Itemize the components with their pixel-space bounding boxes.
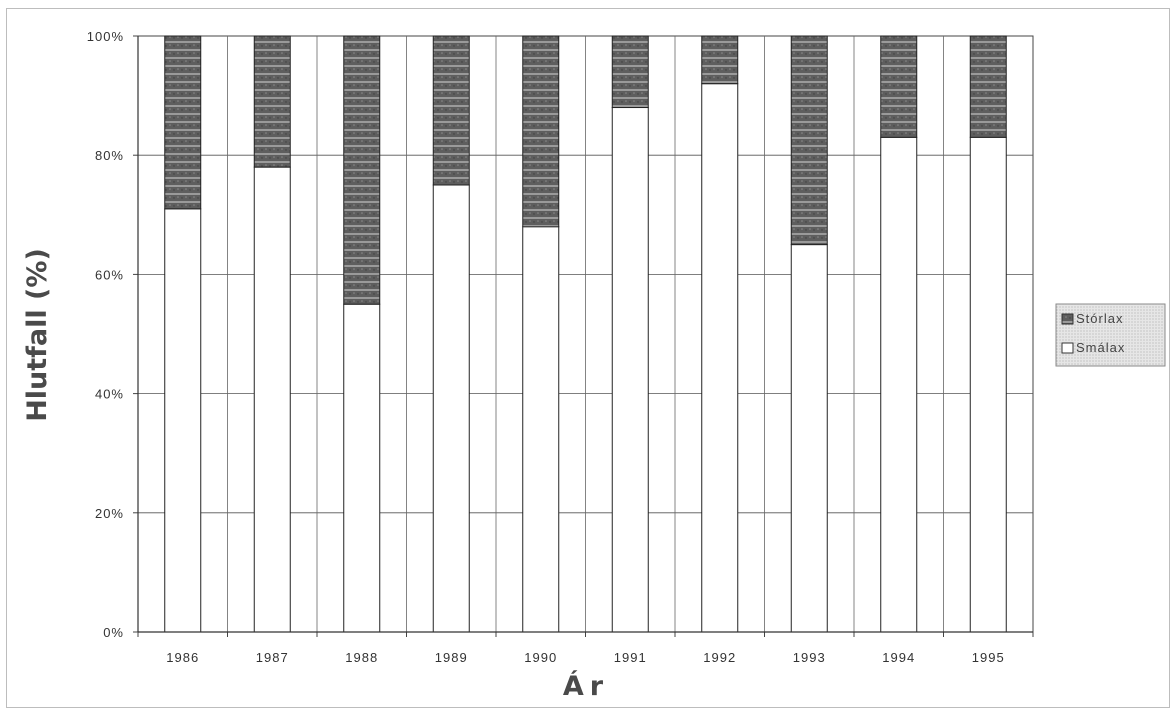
x-tick-label: 1993 xyxy=(793,650,826,665)
y-axis-title: Hlutfall (%) xyxy=(22,248,53,422)
bar-storlax-1990 xyxy=(522,35,560,228)
bar-smalax-1993 xyxy=(790,244,828,633)
bar-storlax-1986 xyxy=(164,35,202,210)
chart-frame xyxy=(6,8,1170,708)
legend-swatch-smalax xyxy=(1061,342,1074,354)
bar-storlax-1992 xyxy=(701,35,739,85)
bar-smalax-1988 xyxy=(343,303,381,633)
bar-storlax-1994 xyxy=(880,35,918,138)
tick-labels: 0% 20% 40% 60% 80% 100% 1986 1987 1988 1989 1990 19… xyxy=(87,29,1005,665)
legend-box xyxy=(1055,303,1166,367)
bar-smalax-1991 xyxy=(611,107,649,633)
legend-label-storlax: Stórlax xyxy=(1076,311,1123,326)
x-tick-label: 1989 xyxy=(435,650,468,665)
y-tick-label: 20% xyxy=(95,506,124,521)
y-tick-label: 80% xyxy=(95,148,124,163)
bar-storlax-1988 xyxy=(343,35,381,305)
x-axis-title: Ár xyxy=(563,670,609,702)
y-tick-label: 0% xyxy=(103,625,124,640)
legend-swatch-storlax xyxy=(1061,313,1074,325)
bar-smalax-1995 xyxy=(969,136,1007,633)
x-tick-label: 1988 xyxy=(345,650,378,665)
x-tick-label: 1990 xyxy=(524,650,557,665)
bar-storlax-1991 xyxy=(611,35,649,109)
bar-storlax-1995 xyxy=(969,35,1007,138)
axes xyxy=(133,35,1034,637)
y-tick-label: 100% xyxy=(87,29,124,44)
bar-smalax-1990 xyxy=(522,226,560,633)
bar-smalax-1986 xyxy=(164,208,202,633)
bar-storlax-1989 xyxy=(432,35,470,186)
y-tick-label: 60% xyxy=(95,267,124,282)
bar-storlax-1987 xyxy=(253,35,291,168)
bar-smalax-1987 xyxy=(253,166,291,633)
x-tick-label: 1991 xyxy=(614,650,647,665)
x-tick-label: 1994 xyxy=(882,650,915,665)
bar-smalax-1994 xyxy=(880,136,918,633)
x-tick-label: 1986 xyxy=(166,650,199,665)
bar-smalax-1989 xyxy=(432,184,470,633)
legend-label-smalax: Smálax xyxy=(1076,340,1125,355)
bar-storlax-1993 xyxy=(790,35,828,246)
y-tick-label: 40% xyxy=(95,387,124,402)
x-tick-label: 1987 xyxy=(256,650,289,665)
bar-smalax-1992 xyxy=(701,83,739,633)
x-tick-label: 1995 xyxy=(972,650,1005,665)
legend: Stórlax Smálax xyxy=(1055,303,1166,367)
x-tick-label: 1992 xyxy=(703,650,736,665)
